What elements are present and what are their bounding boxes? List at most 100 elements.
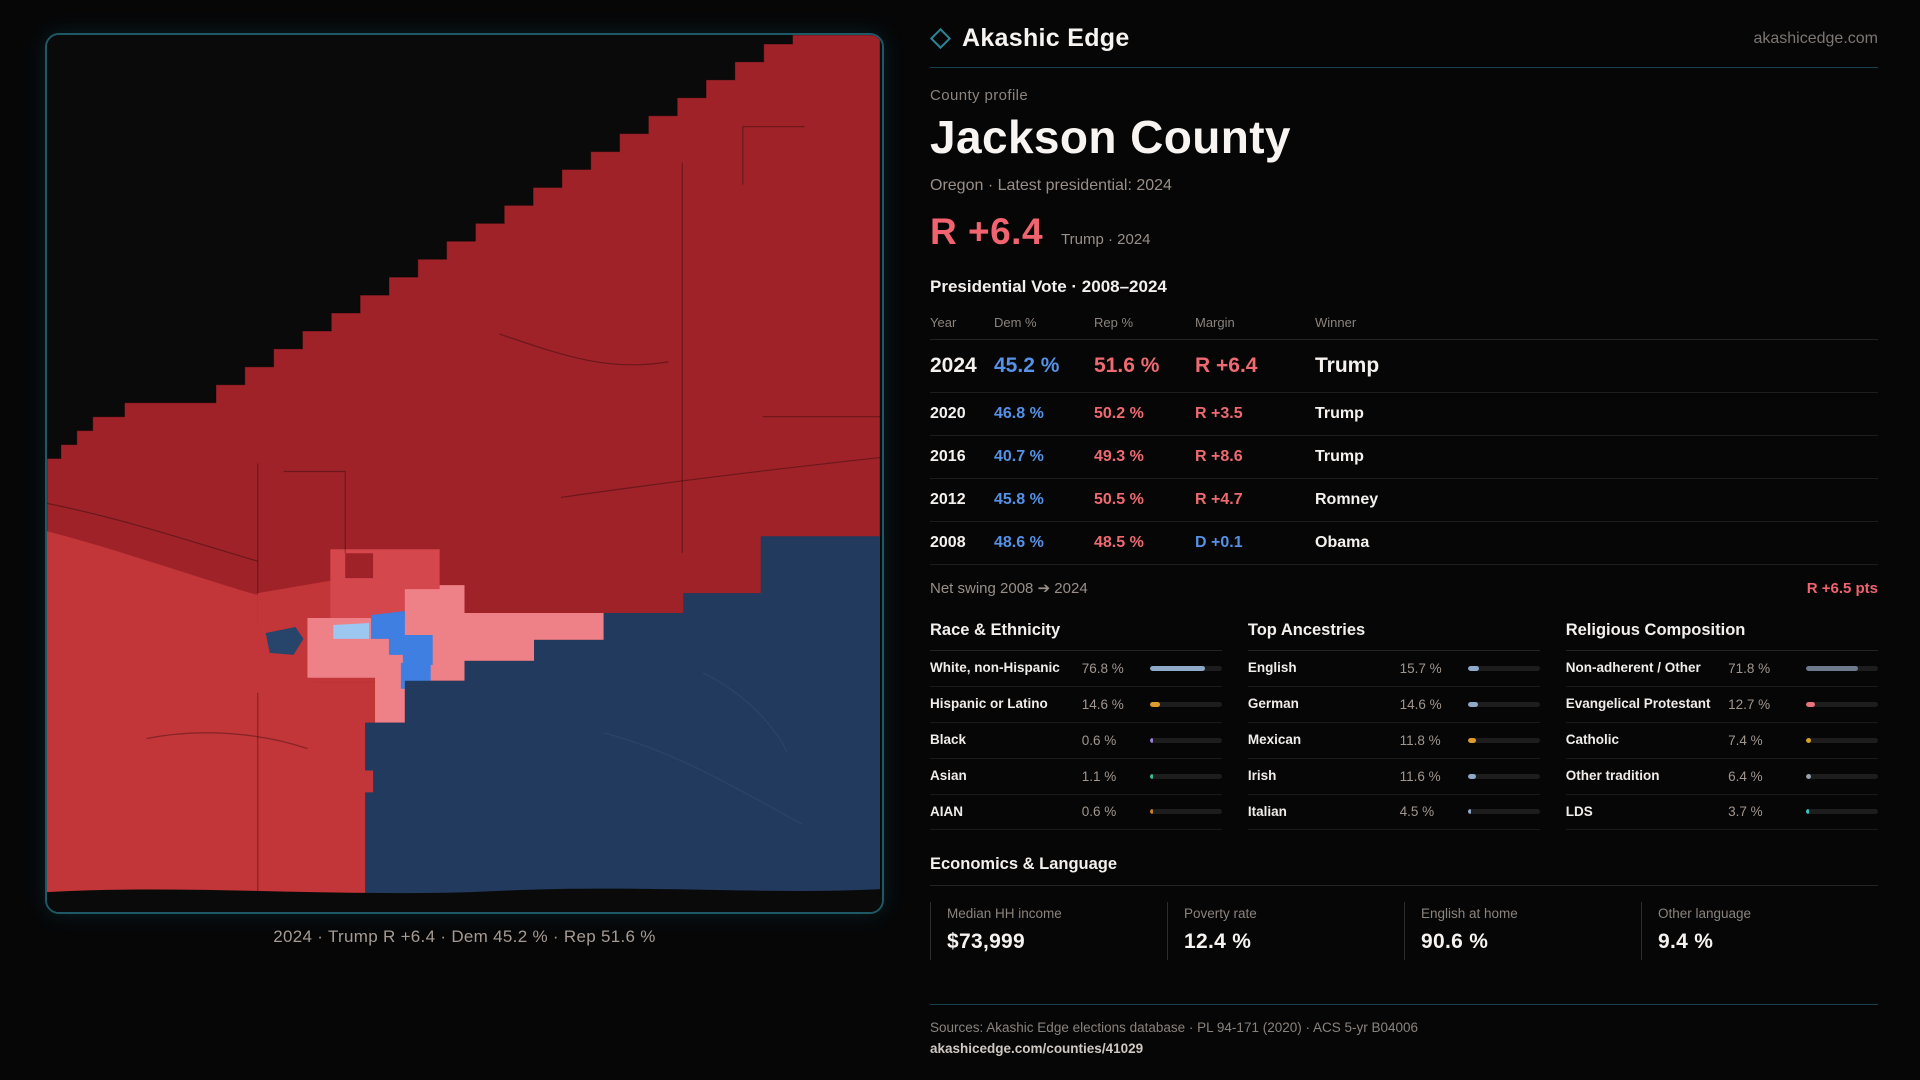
- demo-value: 3.7 %: [1728, 804, 1763, 820]
- demo-label: AIAN: [930, 803, 963, 819]
- brand-diamond-icon: [929, 27, 952, 50]
- brand-header: Akashic Edge akashicedge.com: [929, 24, 1878, 53]
- stat-label: English at home: [1421, 906, 1518, 922]
- cell-year: 2016: [930, 448, 966, 465]
- table-row: 2008 48.6 % 48.5 % D +0.1 Obama: [930, 522, 1878, 565]
- cell-winner: Romney: [1315, 491, 1379, 508]
- cell-margin: R +8.6: [1195, 448, 1243, 465]
- cell-year: 2020: [930, 405, 966, 422]
- net-swing-value: R +6.5 pts: [1806, 579, 1878, 597]
- list-item: LDS 3.7 %: [1565, 795, 1878, 831]
- demo-value: 14.6 %: [1399, 696, 1442, 712]
- list-item: Non-adherent / Other 71.8 %: [1565, 651, 1878, 687]
- col-year: Year: [930, 315, 957, 330]
- demo-label: Asian: [930, 767, 967, 783]
- stat-value: 9.4 %: [1658, 930, 1714, 954]
- sources-text: Sources: Akashic Edge elections database…: [930, 1020, 1419, 1036]
- demo-label: Non-adherent / Other: [1565, 660, 1701, 675]
- demo-value: 76.8 %: [1081, 660, 1124, 676]
- list-item: Hispanic or Latino 14.6 %: [930, 687, 1222, 723]
- demo-bar: [1805, 737, 1878, 743]
- economics-title: Economics & Language: [930, 855, 1878, 887]
- demo-label: Black: [930, 731, 967, 747]
- precinct-map: [45, 33, 884, 914]
- map-caption: 2024 · Trump R +6.4 · Dem 45.2 % · Rep 5…: [273, 927, 656, 946]
- demo-bar: [1805, 773, 1878, 779]
- demo-bar: [1805, 701, 1878, 707]
- list-item: Italian 4.5 %: [1247, 795, 1540, 831]
- demo-bar: [1149, 665, 1222, 671]
- cell-year: 2024: [930, 354, 977, 377]
- col-margin: Margin: [1195, 315, 1235, 330]
- cell-margin: R +4.7: [1195, 491, 1243, 508]
- list-item: White, non-Hispanic 76.8 %: [930, 651, 1222, 687]
- demo-value: 0.6 %: [1081, 732, 1117, 748]
- vote-table-title: Presidential Vote · 2008–2024: [930, 277, 1167, 296]
- cell-rep: 48.5 %: [1094, 534, 1144, 551]
- stat-label: Median HH income: [947, 906, 1062, 922]
- stat-value: $73,999: [947, 930, 1026, 954]
- demo-value: 71.8 %: [1728, 660, 1771, 676]
- demo-bar: [1805, 809, 1878, 815]
- demo-bar: [1805, 665, 1878, 671]
- headline-margin-context: Trump · 2024: [1061, 231, 1151, 248]
- cell-dem: 45.2 %: [994, 354, 1060, 377]
- col-dem: Dem %: [994, 315, 1037, 330]
- header-divider: [930, 67, 1878, 68]
- demo-label: Italian: [1247, 803, 1287, 819]
- cell-dem: 46.8 %: [994, 405, 1044, 422]
- race-ethnicity-column: Race & Ethnicity White, non-Hispanic 76.…: [930, 621, 1222, 831]
- section-title: Religious Composition: [1565, 621, 1878, 651]
- demo-bar: [1149, 773, 1222, 779]
- demo-label: Hispanic or Latino: [930, 695, 1048, 711]
- net-swing-label: Net swing 2008 ➔ 2024: [930, 580, 1088, 597]
- demo-label: Catholic: [1565, 731, 1619, 747]
- table-row: 2016 40.7 % 49.3 % R +8.6 Trump: [930, 436, 1878, 479]
- stat-value: 90.6 %: [1421, 930, 1489, 954]
- table-row: 2020 46.8 % 50.2 % R +3.5 Trump: [930, 393, 1878, 436]
- vote-table: Year Dem % Rep % Margin Winner 2024 45.2…: [930, 311, 1878, 565]
- table-row: 2024 45.2 % 51.6 % R +6.4 Trump: [930, 340, 1878, 393]
- demo-bar: [1467, 809, 1540, 815]
- permalink[interactable]: akashicedge.com/counties/41029: [930, 1041, 1144, 1057]
- demo-value: 1.1 %: [1081, 768, 1117, 784]
- headline-margin-value: R +6.4: [930, 211, 1044, 252]
- cell-winner: Trump: [1315, 354, 1380, 377]
- list-item: Catholic 7.4 %: [1565, 723, 1878, 759]
- ancestries-column: Top Ancestries English 15.7 % German 14.…: [1247, 621, 1540, 831]
- stat-value: 12.4 %: [1184, 930, 1252, 954]
- demo-value: 15.7 %: [1399, 660, 1442, 676]
- section-title: Top Ancestries: [1247, 621, 1540, 651]
- cell-winner: Obama: [1315, 534, 1370, 551]
- list-item: Black 0.6 %: [930, 723, 1222, 759]
- demo-label: LDS: [1565, 803, 1593, 819]
- cell-rep: 49.3 %: [1094, 448, 1144, 465]
- demo-value: 6.4 %: [1728, 768, 1763, 784]
- cell-margin: D +0.1: [1195, 534, 1243, 551]
- list-item: Mexican 11.8 %: [1247, 723, 1540, 759]
- list-item: Evangelical Protestant 12.7 %: [1565, 687, 1878, 723]
- stat-english-at-home: English at home 90.6 %: [1404, 902, 1641, 961]
- cell-margin: R +6.4: [1195, 354, 1258, 377]
- cell-dem: 40.7 %: [994, 448, 1044, 465]
- cell-dem: 45.8 %: [994, 491, 1044, 508]
- list-item: Asian 1.1 %: [930, 759, 1222, 795]
- demo-label: White, non-Hispanic: [930, 660, 1060, 675]
- demo-bar: [1467, 665, 1540, 671]
- demo-value: 0.6 %: [1081, 804, 1117, 820]
- demo-value: 11.8 %: [1399, 732, 1441, 748]
- cell-winner: Trump: [1315, 405, 1364, 422]
- table-row: 2012 45.8 % 50.5 % R +4.7 Romney: [930, 479, 1878, 522]
- demo-value: 4.5 %: [1399, 804, 1435, 820]
- cell-margin: R +3.5: [1195, 405, 1243, 422]
- demo-label: Mexican: [1247, 731, 1302, 747]
- page-subtitle: Oregon · Latest presidential: 2024: [930, 177, 1172, 194]
- demo-bar: [1467, 773, 1540, 779]
- stat-poverty-rate: Poverty rate 12.4 %: [1167, 902, 1404, 961]
- brand-name: Akashic Edge: [962, 24, 1130, 52]
- list-item: German 14.6 %: [1247, 687, 1540, 723]
- brand-domain-link[interactable]: akashicedge.com: [1753, 29, 1878, 47]
- demo-label: German: [1247, 695, 1299, 711]
- religion-column: Religious Composition Non-adherent / Oth…: [1565, 621, 1878, 831]
